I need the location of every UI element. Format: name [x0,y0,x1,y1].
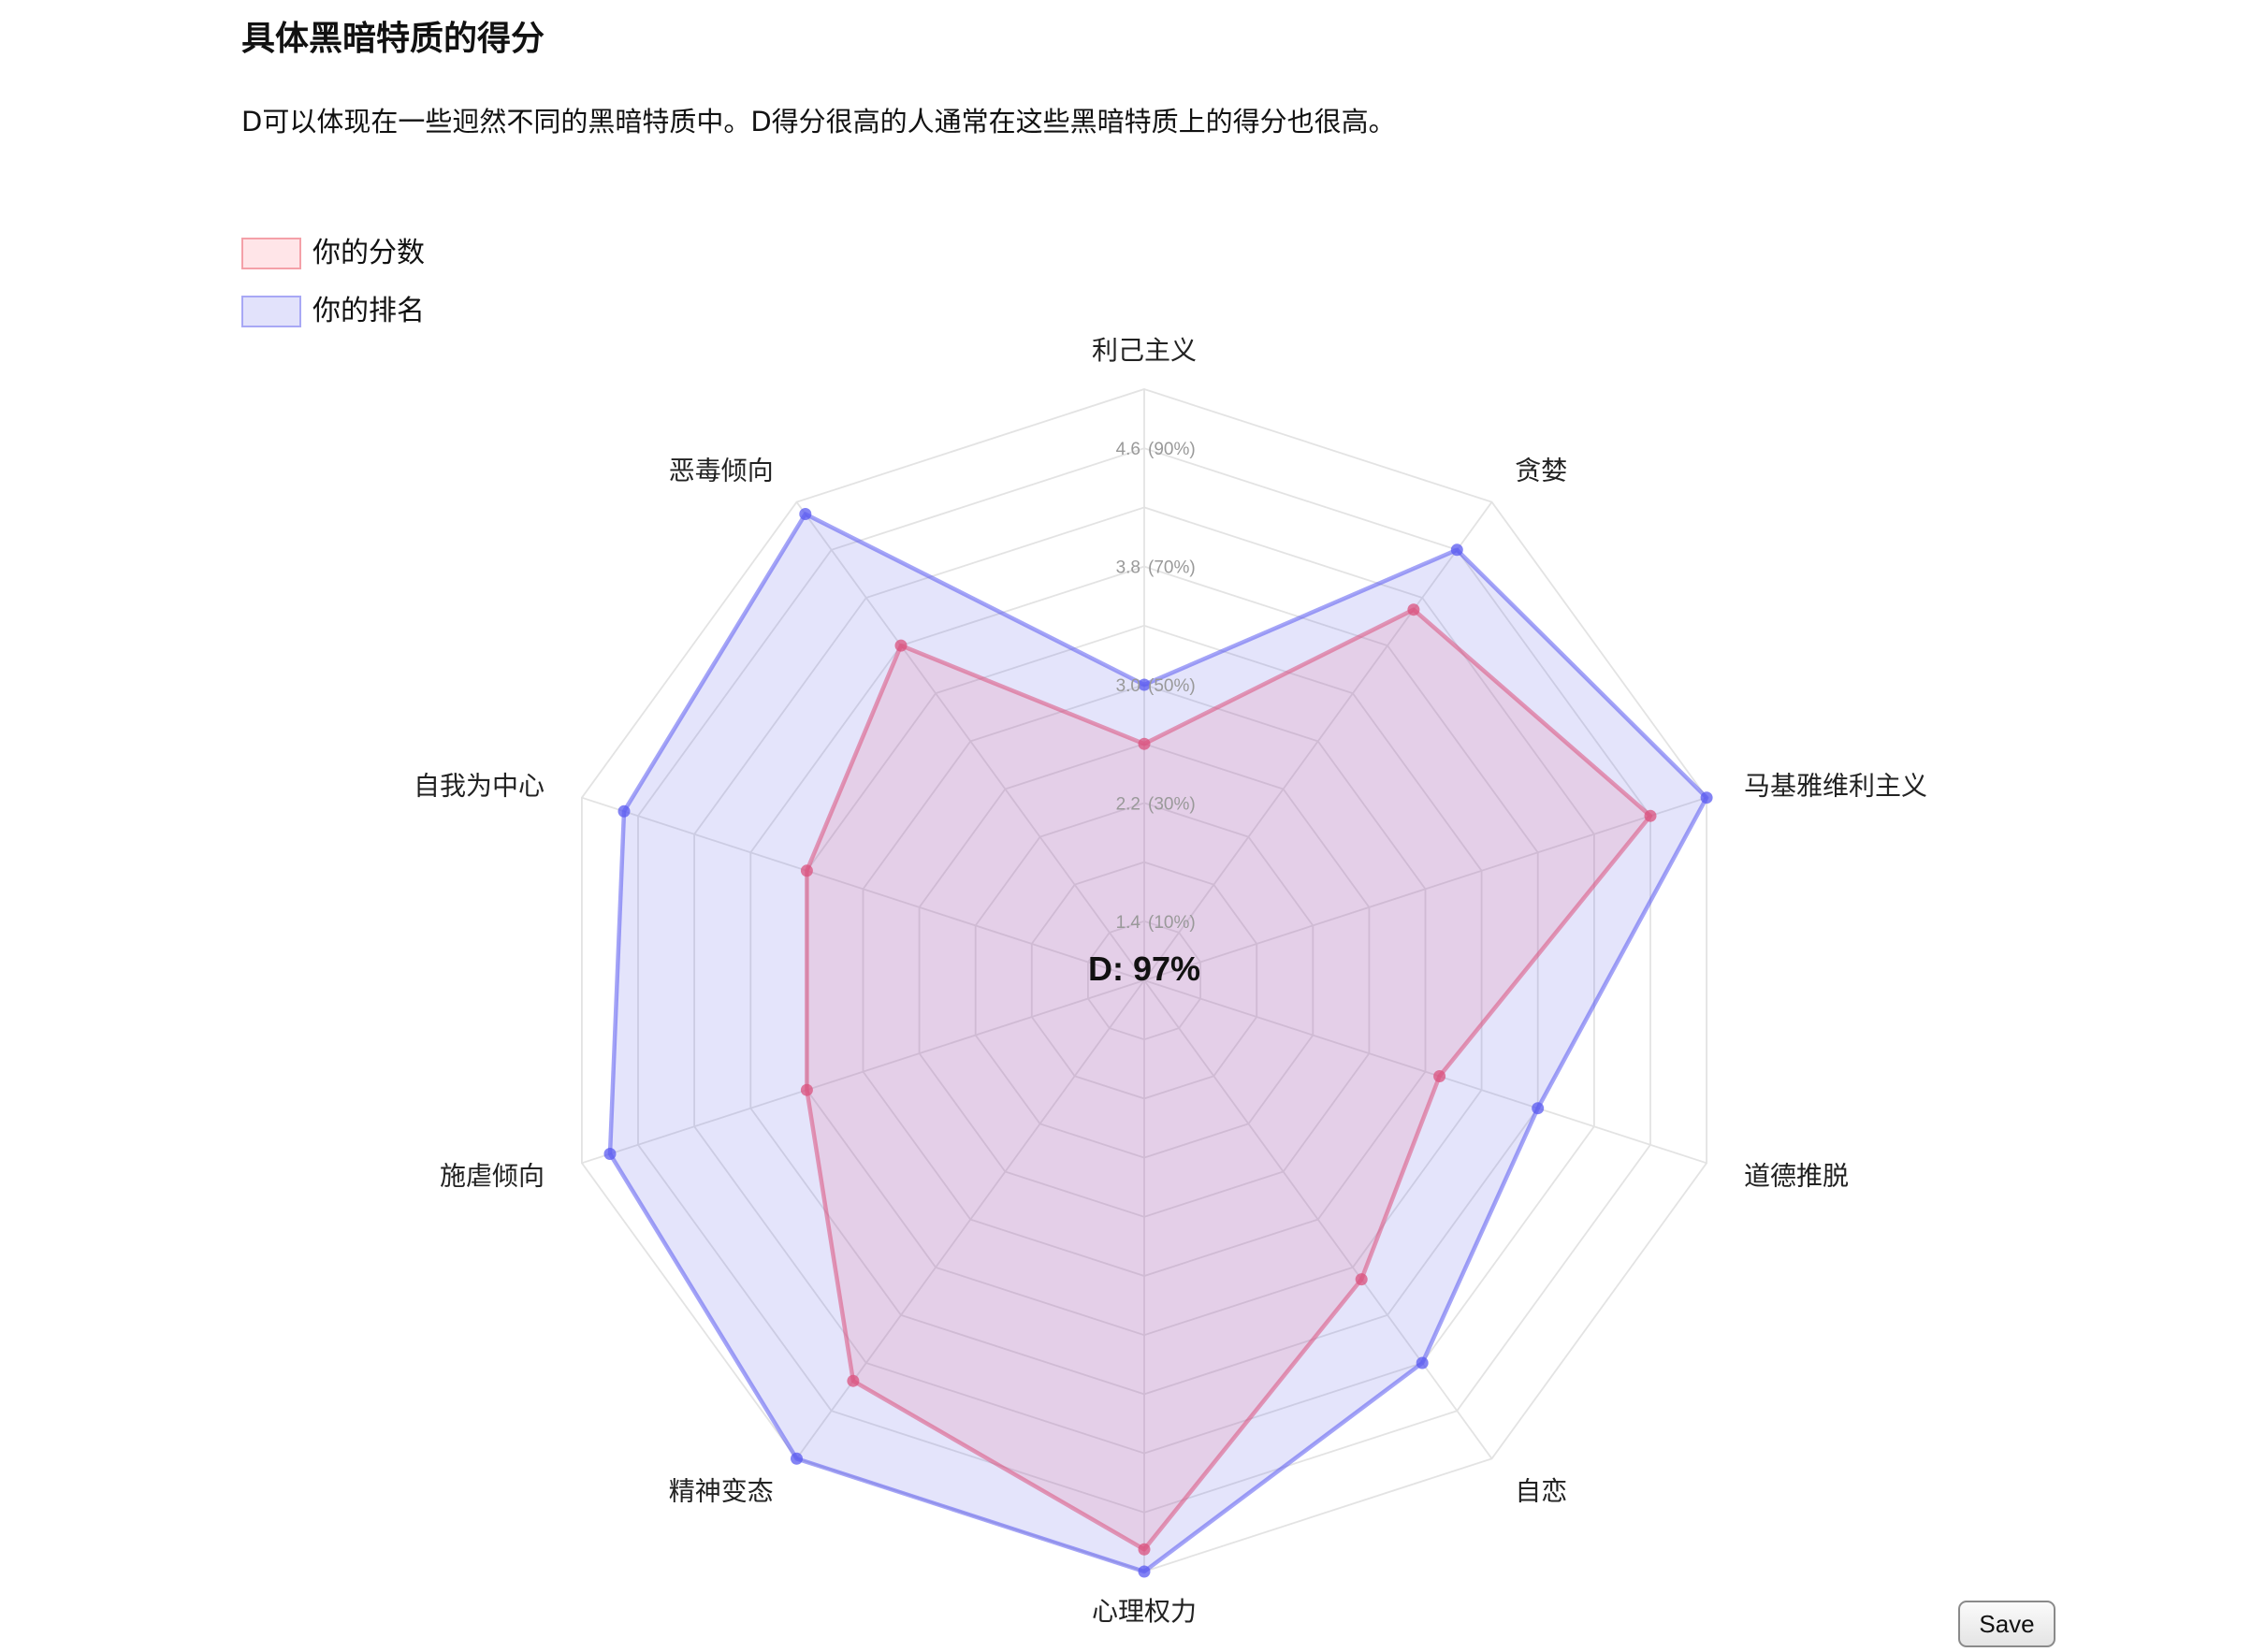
tick-label: 2.2 [1116,794,1140,814]
axis-label: 贪婪 [1515,456,1567,486]
axis-label: 马基雅维利主义 [1744,771,1927,802]
data-point-rank[interactable] [791,1452,803,1465]
save-button[interactable]: Save [1958,1601,2055,1647]
legend-label-score: 你的分数 [312,237,425,269]
grid-spoke [1143,501,1493,981]
series-area-rank [607,512,1709,1574]
tick-percent-label: (30%) [1148,794,1196,814]
grid-spoke [581,979,1145,1165]
data-point-score[interactable] [800,1083,813,1096]
data-point-rank[interactable] [603,1148,617,1160]
tick-label: 3.0 [1116,676,1140,696]
tick-percent-label: (90%) [1148,440,1196,459]
grid-spoke [795,501,1145,981]
data-point-score[interactable] [1355,1273,1368,1286]
page-title: 具体黑暗特质的得分 [241,20,545,58]
tick-label: 4.6 [1116,440,1140,459]
data-point-rank[interactable] [799,508,812,520]
data-point-score[interactable] [894,639,908,652]
grid-spoke [581,796,1145,981]
data-point-rank[interactable] [1532,1102,1545,1115]
radar-series [603,508,1713,1578]
axis-label: 道德推脱 [1744,1160,1849,1191]
tick-label: 1.4 [1116,913,1141,933]
tick-percent-label: (50%) [1148,676,1196,696]
data-point-score[interactable] [1433,1070,1446,1082]
data-point-rank[interactable] [1138,1565,1151,1578]
page-subtitle: D可以体现在一些迥然不同的黑暗特质中。D得分很高的人通常在这些黑暗特质上的得分也… [241,106,1396,138]
data-point-rank[interactable] [1700,791,1713,804]
tick-label: 3.8 [1116,558,1140,578]
axis-label: 自恋 [1515,1475,1567,1506]
legend-swatch-score [241,238,301,269]
tick-percent-label: (70%) [1148,558,1196,578]
data-point-score[interactable] [800,864,813,877]
data-point-rank[interactable] [1450,543,1463,557]
tick-percent-label: (10%) [1148,913,1196,933]
axis-label: 恶毒倾向 [669,456,774,486]
radar-tick-labels: 1.4 (10%) 2.2 (30%) 3.0 (50%) 3.8 (70%) 4.6 (90%) [1116,440,1196,933]
legend-item-score[interactable]: 你的分数 [241,232,425,275]
axis-label: 施虐倾向 [440,1160,545,1191]
data-point-score[interactable] [1407,603,1420,616]
axis-label: 精神变态 [669,1475,774,1506]
axis-label: 心理权力 [1092,1596,1197,1627]
axis-label: 利己主义 [1092,335,1197,366]
data-point-score[interactable] [1138,737,1151,750]
chart-legend: 你的分数 你的排名 [241,232,425,348]
data-point-score[interactable] [1644,809,1657,822]
data-point-rank[interactable] [1416,1356,1429,1369]
data-point-score[interactable] [847,1374,860,1387]
grid-spoke [1143,979,1493,1459]
legend-swatch-rank [241,296,301,327]
legend-item-rank[interactable]: 你的排名 [241,290,425,333]
radar-grid [581,388,1707,1572]
axis-label: 自我为中心 [414,771,545,802]
data-point-rank[interactable] [617,804,631,818]
legend-label-rank: 你的排名 [312,295,425,327]
data-point-score[interactable] [1138,1543,1151,1556]
center-score-label: D: 97% [1088,949,1200,988]
grid-spoke [1143,979,1707,1165]
data-point-rank[interactable] [1138,678,1151,691]
grid-spoke [1143,796,1707,981]
